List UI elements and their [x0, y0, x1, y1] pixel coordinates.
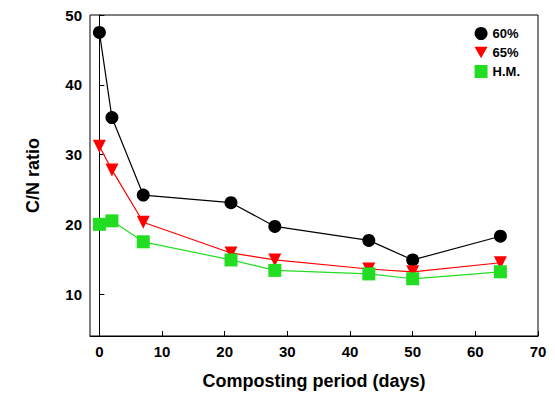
svg-text:H.M.: H.M. [493, 64, 520, 79]
svg-text:Composting period (days): Composting period (days) [202, 371, 425, 391]
svg-text:50: 50 [65, 7, 82, 24]
svg-text:0: 0 [95, 343, 103, 360]
svg-text:60%: 60% [493, 26, 519, 41]
svg-text:70: 70 [530, 343, 547, 360]
svg-text:40: 40 [342, 343, 359, 360]
svg-text:60: 60 [467, 343, 484, 360]
svg-text:10: 10 [154, 343, 171, 360]
svg-text:20: 20 [216, 343, 233, 360]
svg-text:20: 20 [65, 216, 82, 233]
svg-text:C/N ratio: C/N ratio [23, 138, 43, 213]
svg-text:65%: 65% [493, 45, 519, 60]
svg-text:30: 30 [65, 146, 82, 163]
svg-text:50: 50 [404, 343, 421, 360]
svg-text:10: 10 [65, 286, 82, 303]
svg-text:30: 30 [279, 343, 296, 360]
svg-text:40: 40 [65, 76, 82, 93]
